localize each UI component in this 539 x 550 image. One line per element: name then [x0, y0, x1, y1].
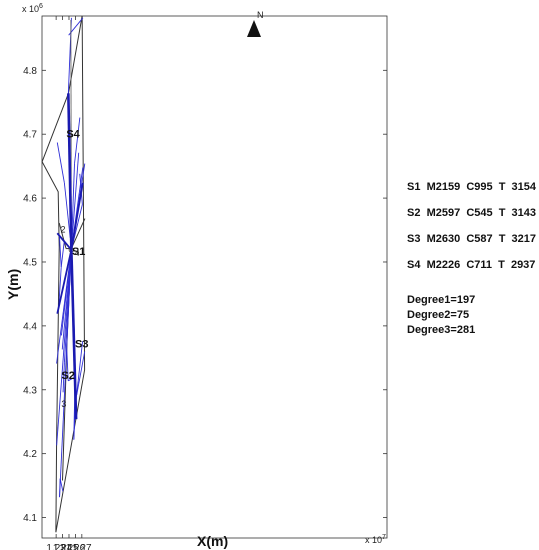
route-line: [56, 142, 65, 183]
x-tick-label: 1.25: [59, 543, 79, 550]
x-tick-label: 1.24: [53, 543, 73, 550]
area-boundary: [41, 15, 86, 533]
y-tick-label: 4.7: [23, 130, 37, 141]
ray-s3: [70, 249, 78, 420]
x-tick-label: 1.27: [72, 543, 92, 550]
ray-s4: [67, 93, 73, 250]
ray-ray-sw: [56, 249, 73, 314]
x-tick-label: 1.23: [46, 543, 66, 550]
route-line: [63, 182, 71, 238]
y-tick-label: 4.6: [23, 194, 37, 205]
route-line: [62, 362, 65, 393]
map-label-3: 3: [61, 399, 66, 409]
route-line: [56, 249, 72, 446]
y-tick-label: 4.1: [23, 513, 37, 524]
x-tick-label: 1.26: [66, 543, 86, 550]
north-arrow: N: [247, 10, 264, 37]
north-label: N: [257, 10, 264, 20]
annotation-line: Degree2=75: [407, 309, 469, 321]
map-label-4: 4: [75, 248, 80, 258]
y-tick-label: 4.4: [23, 321, 37, 332]
route-line: [59, 478, 64, 492]
boundary-polygon: [41, 15, 86, 533]
map-label-2: 2: [61, 225, 66, 235]
axes-box: [41, 15, 388, 539]
ray-ray-west: [56, 232, 73, 251]
y-tick-label: 4.3: [23, 385, 37, 396]
y-tick-label: 4.2: [23, 449, 37, 460]
x-exponent-label: x 107: [365, 534, 386, 545]
route-line: [76, 351, 86, 395]
map-label-s4: S4: [66, 128, 80, 140]
annotation-line: S4 M2226 C711 T 2937: [407, 259, 535, 271]
map-label-s1: S1: [72, 246, 85, 258]
route-line: [59, 236, 62, 268]
route-line: [70, 152, 80, 250]
annotation-line: S1 M2159 C995 T 3154: [407, 181, 537, 193]
route-line: [74, 117, 81, 164]
y-exponent-label: x 106: [22, 3, 43, 14]
annotation-line: Degree1=197: [407, 294, 475, 306]
main-rays: [56, 19, 84, 420]
north-arrow-icon: [247, 20, 261, 37]
annotation-line: S3 M2630 C587 T 3217: [407, 233, 536, 245]
annotation-line: Degree3=281: [407, 324, 475, 336]
route-line: [60, 240, 65, 268]
y-axis-label: Y(m): [5, 269, 21, 300]
ray-ray-east: [70, 182, 84, 250]
route-line: [59, 478, 61, 498]
route-line: [58, 267, 62, 307]
annotations: S1 M2159 C995 T 3154 S2 M2597 C545 T 3143…: [407, 181, 537, 336]
map-labels: S4 S1 S3 S2 2 4 3: [61, 128, 89, 409]
route-line: [66, 345, 69, 381]
region-divider: [58, 222, 67, 249]
x-axis-label: X(m): [197, 533, 228, 549]
y-tick-label: 4.8: [23, 66, 37, 77]
annotation-line: S2 M2597 C545 T 3143: [407, 207, 536, 219]
region-divider: [70, 218, 86, 249]
y-tick-label: 4.5: [23, 257, 37, 268]
map-label-s3: S3: [75, 339, 88, 351]
axis-ticks: 1.231.241.251.261.27 4.1 4.2 4.3 4.4 4.5 4.6 4.…: [23, 16, 387, 550]
map-label-s2: S2: [61, 370, 74, 382]
